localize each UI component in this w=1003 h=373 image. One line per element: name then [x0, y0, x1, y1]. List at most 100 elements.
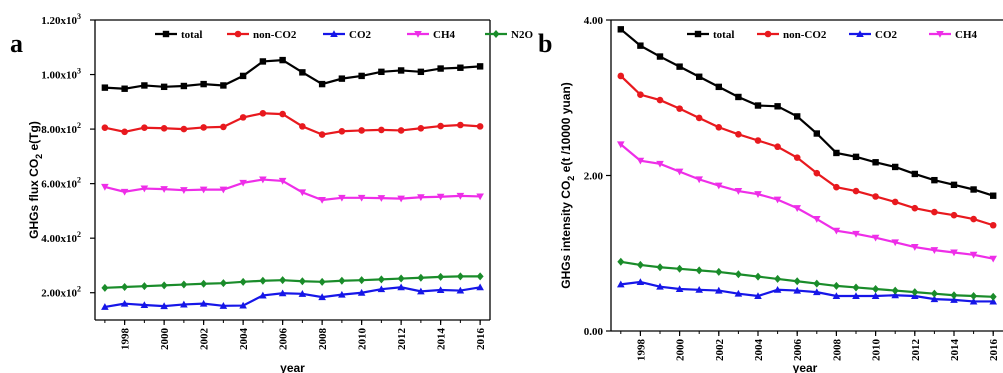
data-point [911, 288, 919, 297]
y-tick-exponent: 2 [77, 121, 81, 130]
data-point [989, 292, 997, 301]
data-point [637, 42, 644, 49]
data-point [695, 176, 703, 184]
data-point [617, 280, 625, 288]
y-tick-label: 0.00 [584, 326, 604, 338]
data-point [774, 103, 781, 110]
data-point [180, 82, 188, 90]
data-point [457, 121, 464, 129]
legend-label: total [713, 29, 734, 41]
x-tick-label: 2006 [792, 339, 804, 362]
data-point [200, 80, 207, 88]
data-point [970, 292, 978, 301]
series-co2 [101, 283, 484, 310]
series-line [620, 75, 994, 227]
data-point [180, 187, 188, 194]
legend-swatch-marker [234, 30, 242, 38]
data-point [140, 185, 149, 193]
data-point [852, 187, 860, 195]
data-point [101, 303, 109, 310]
data-point [140, 282, 148, 291]
data-point [832, 227, 841, 235]
data-point [239, 72, 247, 80]
x-tick-label: 2000 [159, 328, 171, 351]
x-tick-label: 2006 [278, 328, 290, 351]
data-point [338, 127, 346, 135]
data-point [318, 293, 326, 301]
series-co2 [617, 278, 997, 305]
legend-label: CH4 [433, 29, 456, 41]
series-n2o [617, 257, 997, 301]
series-line [620, 280, 994, 303]
data-point [377, 195, 386, 202]
data-point [338, 75, 346, 82]
panel-label: a [10, 29, 23, 58]
data-point [833, 183, 840, 191]
data-point [318, 131, 326, 138]
legend-swatch-marker [330, 30, 338, 37]
data-point [180, 125, 188, 133]
data-point [239, 114, 247, 121]
data-point [636, 157, 645, 165]
data-point [793, 277, 801, 286]
data-point [476, 272, 484, 281]
data-point [813, 216, 821, 223]
data-point [338, 194, 346, 202]
y-tick-label: 1.00x103 [41, 67, 81, 82]
data-point [695, 266, 703, 275]
data-point [338, 276, 346, 285]
series-ch4 [617, 141, 997, 263]
data-point [417, 124, 425, 132]
legend-swatch-marker [492, 30, 500, 38]
data-point [715, 286, 723, 294]
data-point [735, 93, 742, 101]
data-point [833, 149, 840, 157]
data-point [872, 159, 879, 166]
data-point [832, 281, 840, 290]
data-point [456, 286, 465, 294]
x-tick-label: 2016 [988, 339, 1000, 362]
data-point [279, 110, 286, 118]
data-point [891, 198, 899, 206]
data-point [793, 286, 801, 294]
legend-swatch-marker [936, 31, 944, 38]
legend-label: CH4 [955, 29, 978, 41]
data-point [734, 270, 742, 279]
legend-item: CO2 [849, 29, 898, 41]
series-line [104, 286, 481, 308]
legend-label: CO2 [875, 29, 898, 41]
x-tick-label: 2014 [436, 328, 448, 351]
data-point [160, 186, 168, 193]
data-point [358, 127, 365, 134]
data-point [279, 276, 287, 285]
y-tick-label: 8.00x102 [41, 121, 81, 136]
data-point [357, 288, 366, 296]
legend-item: CH4 [407, 29, 456, 41]
panel-label: b [538, 29, 552, 58]
data-point [437, 122, 444, 130]
data-point [931, 176, 938, 184]
data-point [377, 285, 386, 293]
data-point [476, 283, 484, 291]
y-axis-label-subscript: 2 [566, 176, 576, 181]
data-point [437, 65, 444, 72]
y-axis-label: GHGs flux CO2 e(Tg) [27, 121, 44, 239]
data-point [476, 193, 484, 201]
data-point [436, 193, 445, 201]
y-tick-label: 1.20x103 [41, 12, 81, 27]
series-line [104, 58, 481, 90]
data-point [656, 282, 664, 290]
data-point [180, 280, 188, 289]
series-ch4 [101, 176, 484, 204]
chart-panel-b: 0.00 2.00 4.00 1998 2000 2002 2004 2006 2008 2010… [538, 15, 1003, 373]
data-point [813, 279, 821, 288]
x-tick-label: 2002 [199, 328, 211, 351]
data-point [397, 127, 405, 134]
data-point [456, 272, 464, 281]
data-point [773, 285, 782, 293]
data-point [950, 249, 958, 257]
data-point [891, 286, 899, 295]
data-point [970, 186, 977, 193]
chart-panel-a: 2.00x102 4.00x102 6.00x102 8.00x102 1.00x103… [10, 12, 533, 373]
data-point [695, 114, 703, 122]
